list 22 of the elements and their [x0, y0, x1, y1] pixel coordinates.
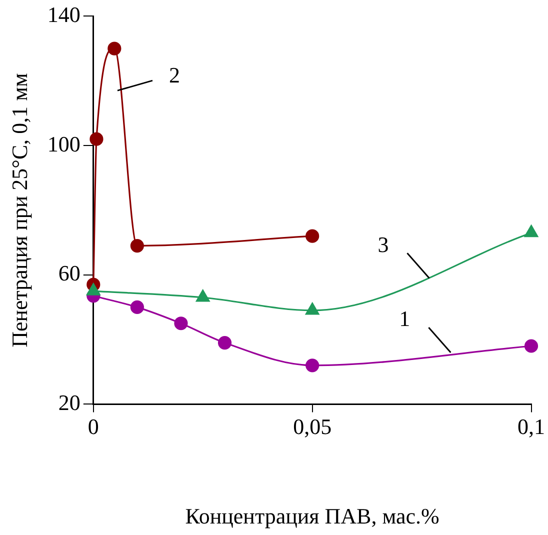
annotation: 2: [168, 62, 180, 88]
point: [90, 132, 104, 146]
point: [174, 316, 188, 330]
annotation: 1: [399, 306, 410, 332]
x-axis-title: Концентрация ПАВ, мас.%: [185, 504, 440, 529]
point: [524, 339, 538, 353]
point: [306, 229, 320, 243]
point: [306, 358, 320, 372]
point: [218, 336, 232, 350]
annotation: 3: [378, 232, 389, 257]
y-tick-label: 20: [58, 390, 80, 415]
x-tick-label: 0,05: [293, 414, 332, 440]
y-axis-title: Пенетрация при 25°С, 0,1 мм: [6, 72, 32, 348]
point: [130, 300, 144, 314]
point: [108, 42, 122, 56]
point: [524, 225, 538, 238]
x-tick-label: 0: [88, 414, 99, 440]
y-tick-label: 60: [58, 260, 80, 286]
x-tick-label: 0,1: [518, 414, 545, 440]
y-tick-label: 140: [47, 2, 80, 27]
y-tick-label: 100: [47, 131, 80, 156]
point: [130, 238, 144, 253]
